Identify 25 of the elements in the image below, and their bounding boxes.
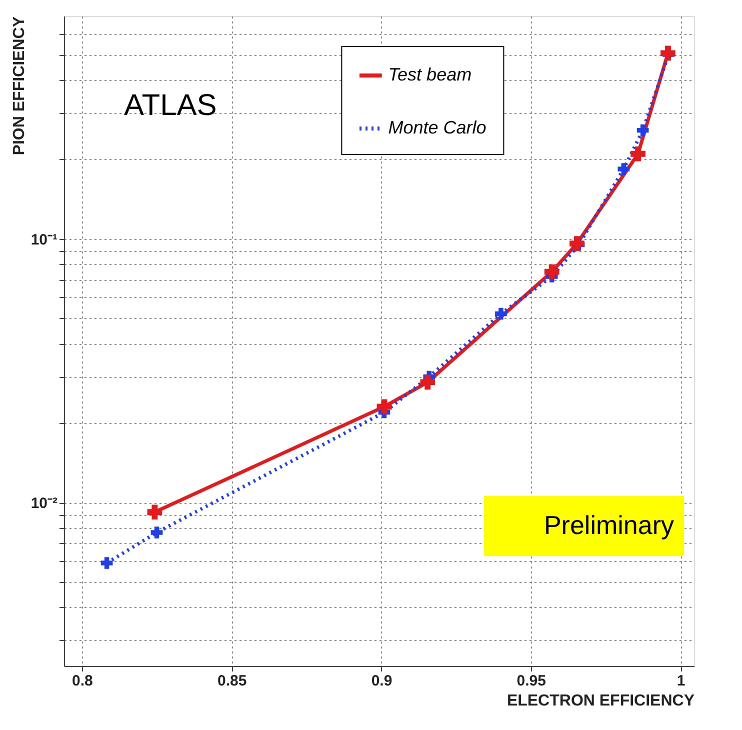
point [150,526,163,538]
x-tick-label: 0.85 [218,672,247,690]
point [495,308,507,320]
point [100,557,113,569]
point [420,374,436,390]
y-axis-title: PION EFFICIENCY [10,16,28,156]
x-tick-label: 0.95 [516,672,546,690]
x-tick-label: 1 [676,672,686,690]
point [636,124,649,136]
point [376,399,392,414]
annotation: Preliminary [544,510,674,540]
annotation: ATLAS [124,89,217,122]
legend-label: Monte Carlo [388,118,486,138]
point [630,146,646,162]
point [570,236,584,251]
legend-label: Test beam [388,64,472,84]
point [618,163,630,175]
point [544,264,560,280]
x-tick-label: 0.9 [371,672,392,690]
x-axis-title: ELECTRON EFFICIENCY [506,692,695,710]
point [147,504,162,520]
x-tick-label: 0.8 [72,672,93,690]
point [660,46,676,61]
y-tick-label: 10⁻² [30,495,58,512]
y-tick-label: 10⁻¹ [30,231,58,248]
